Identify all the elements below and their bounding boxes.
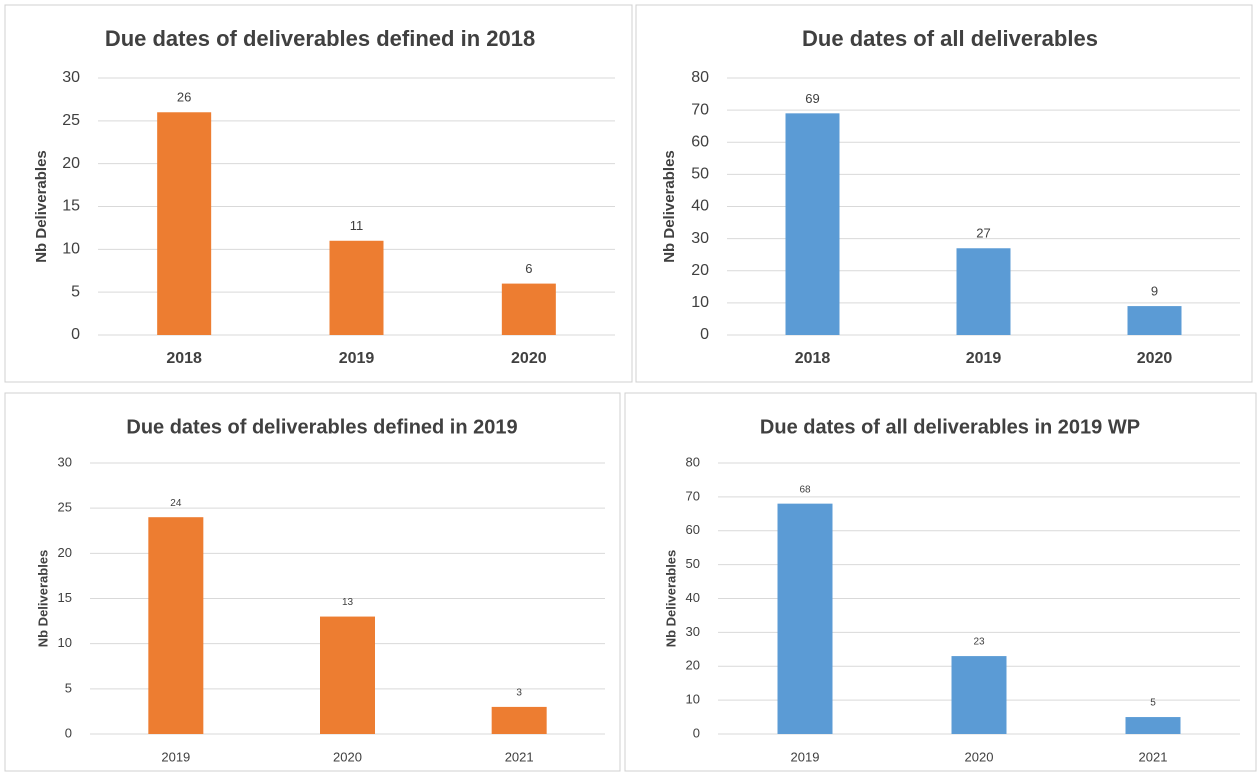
x-tick-label: 2021	[1139, 749, 1168, 764]
panel	[624, 392, 1257, 772]
y-axis-label: Nb Deliverables	[661, 150, 678, 263]
y-tick-label: 50	[691, 166, 709, 183]
bar	[157, 112, 212, 336]
data-label: 3	[516, 688, 522, 699]
y-tick-label: 50	[686, 556, 700, 571]
y-tick-label: 25	[58, 500, 72, 515]
y-tick-label: 20	[62, 155, 80, 172]
y-tick-label: 0	[65, 725, 72, 740]
y-tick-label: 30	[686, 624, 700, 639]
y-axis-label: Nb Deliverables	[33, 150, 50, 263]
data-label: 27	[976, 226, 990, 241]
x-tick-label: 2019	[339, 350, 375, 367]
chart-title: Due dates of all deliverables in 2019 WP	[760, 416, 1140, 438]
x-tick-label: 2019	[161, 749, 190, 764]
chart-title: Due dates of all deliverables	[802, 26, 1098, 51]
y-tick-label: 5	[71, 283, 80, 300]
y-tick-label: 60	[686, 522, 700, 537]
bar	[1125, 717, 1181, 734]
data-label: 13	[342, 597, 354, 608]
y-tick-label: 30	[62, 69, 80, 86]
data-label: 23	[973, 637, 985, 648]
x-tick-label: 2019	[791, 749, 820, 764]
y-tick-label: 30	[691, 230, 709, 247]
y-tick-label: 30	[58, 454, 72, 469]
bar	[501, 283, 556, 335]
x-tick-label: 2018	[166, 350, 202, 367]
bar	[148, 517, 204, 734]
y-tick-label: 10	[691, 294, 709, 311]
data-label: 26	[177, 90, 191, 105]
data-label: 6	[525, 261, 532, 276]
data-label: 69	[805, 91, 819, 106]
data-label: 9	[1151, 284, 1158, 299]
y-tick-label: 0	[693, 725, 700, 740]
y-tick-label: 10	[58, 635, 72, 650]
y-tick-label: 20	[58, 545, 72, 560]
y-tick-label: 70	[691, 101, 709, 118]
chart-title: Due dates of deliverables defined in 201…	[126, 416, 517, 438]
x-tick-label: 2020	[511, 350, 547, 367]
x-tick-label: 2020	[965, 749, 994, 764]
bar	[320, 616, 375, 734]
y-tick-label: 0	[71, 326, 80, 343]
bar	[785, 113, 840, 336]
y-tick-label: 25	[62, 112, 80, 129]
bar	[777, 503, 833, 734]
y-tick-label: 15	[62, 198, 80, 215]
y-tick-label: 70	[686, 488, 700, 503]
y-tick-label: 80	[691, 69, 709, 86]
y-tick-label: 0	[700, 326, 709, 343]
x-tick-label: 2018	[795, 350, 831, 367]
bar	[1127, 306, 1182, 335]
y-axis-label: Nb Deliverables	[35, 550, 50, 648]
bar	[956, 248, 1011, 335]
x-tick-label: 2019	[966, 350, 1002, 367]
chart-title: Due dates of deliverables defined in 201…	[105, 26, 535, 51]
y-tick-label: 15	[58, 590, 72, 605]
y-tick-label: 40	[686, 590, 700, 605]
data-label: 11	[350, 218, 364, 233]
bar	[951, 656, 1007, 734]
y-tick-label: 10	[686, 692, 700, 707]
y-tick-label: 20	[691, 262, 709, 279]
y-tick-label: 20	[686, 658, 700, 673]
y-tick-label: 80	[686, 454, 700, 469]
y-tick-label: 60	[691, 133, 709, 150]
y-tick-label: 40	[691, 198, 709, 215]
x-tick-label: 2020	[1137, 350, 1173, 367]
y-tick-label: 5	[65, 680, 72, 695]
data-label: 68	[799, 484, 811, 495]
x-tick-label: 2020	[333, 749, 362, 764]
data-label: 24	[170, 498, 182, 509]
bar	[491, 706, 547, 734]
y-tick-label: 10	[62, 241, 80, 258]
data-label: 5	[1150, 698, 1156, 709]
bar	[329, 240, 384, 335]
y-axis-label: Nb Deliverables	[663, 550, 678, 648]
x-tick-label: 2021	[505, 749, 534, 764]
